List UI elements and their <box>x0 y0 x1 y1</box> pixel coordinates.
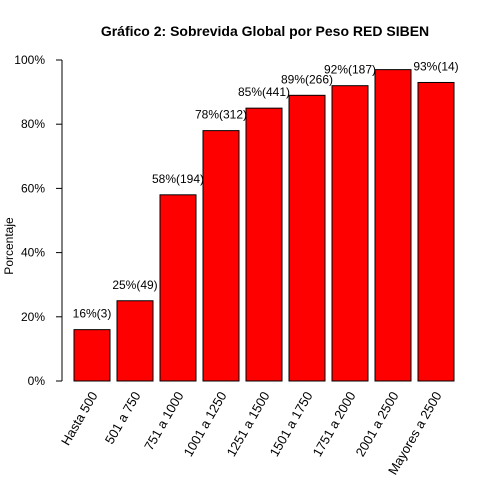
data-labels: 16%(3) 25%(49) 58%(194) 78%(312) 85%(441)89%… <box>73 59 459 320</box>
y-tick-label: 100% <box>14 53 45 67</box>
bar <box>116 300 154 382</box>
x-tick-label: 1001 a 1250 <box>180 389 229 459</box>
data-label: 89%(266) <box>281 72 333 86</box>
x-tick-label: 1501 a 1750 <box>266 389 315 459</box>
x-tick-label: 501 a 750 <box>102 389 144 447</box>
bar <box>331 85 369 382</box>
data-label: 93%(14) <box>413 59 458 73</box>
y-tick-label: 60% <box>21 181 45 195</box>
y-tick-label: 20% <box>21 310 45 324</box>
bar <box>202 130 240 382</box>
x-tick-label: Hasta 500 <box>58 389 101 448</box>
data-label: 25%(49) <box>112 278 157 292</box>
x-tick-label: 1751 a 2000 <box>309 389 358 459</box>
y-tick-label: 0% <box>28 374 46 388</box>
data-label: 85%(441) <box>238 85 290 99</box>
chart-title: Gráfico 2: Sobrevida Global por Peso RED… <box>101 23 429 39</box>
data-label: 92%(187) <box>324 63 376 77</box>
x-tick-label: 751 a 1000 <box>141 389 187 453</box>
data-label: 58%(194) <box>152 172 204 186</box>
x-tick-label: 2001 a 2500 <box>352 389 401 459</box>
y-axis: 0% 20% 40% 60% 80% 100% <box>14 53 63 388</box>
bar <box>159 194 197 382</box>
bars <box>73 69 455 382</box>
y-axis-label: Porcentaje <box>2 217 16 275</box>
x-tick-label: 1251 a 1500 <box>223 389 272 459</box>
data-label: 16%(3) <box>73 307 112 321</box>
bar <box>374 69 412 382</box>
bar <box>417 81 455 382</box>
bar <box>245 107 283 382</box>
bar <box>288 94 326 382</box>
data-label: 78%(312) <box>195 108 247 122</box>
y-tick-label: 80% <box>21 117 45 131</box>
y-tick-label: 40% <box>21 246 45 260</box>
bar <box>73 329 111 382</box>
